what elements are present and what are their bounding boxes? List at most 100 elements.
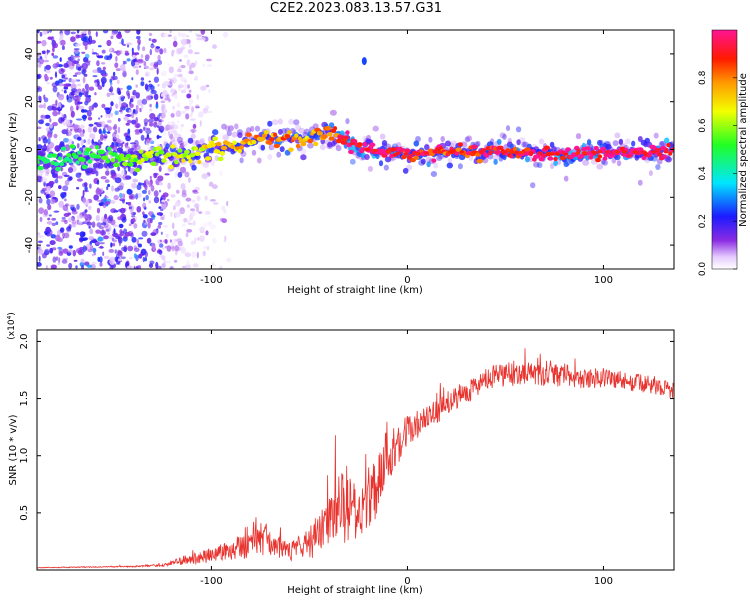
noise-speckle <box>76 105 79 111</box>
noise-speckle <box>83 73 88 77</box>
noise-speckle <box>180 33 187 38</box>
noise-speckle <box>170 129 176 135</box>
ridge-cell <box>99 149 106 155</box>
noise-speckle <box>37 30 40 34</box>
noise-speckle <box>150 89 157 95</box>
noise-speckle <box>199 138 205 145</box>
noise-speckle <box>37 126 42 130</box>
ridge-cell <box>263 130 269 135</box>
noise-speckle <box>86 60 91 63</box>
noise-speckle <box>127 245 134 252</box>
noise-speckle <box>209 199 216 202</box>
ridge-cell <box>492 154 499 161</box>
ridge-cell <box>595 157 601 163</box>
ridge-cell <box>662 154 668 159</box>
noise-speckle <box>63 232 70 239</box>
noise-speckle <box>95 241 100 245</box>
noise-speckle <box>88 105 95 111</box>
ridge-cell <box>295 124 302 131</box>
ridge-cell <box>271 119 279 126</box>
noise-speckle <box>98 128 102 135</box>
ridge-cell <box>176 136 183 143</box>
noise-speckle <box>134 139 139 147</box>
ridge-cell <box>160 150 165 155</box>
noise-speckle <box>84 83 89 91</box>
noise-speckle <box>135 92 140 99</box>
ridge-cell <box>553 156 558 162</box>
ridge-cell <box>584 146 591 151</box>
noise-speckle <box>173 36 177 41</box>
ridge-cell <box>257 157 262 164</box>
noise-speckle <box>199 120 202 127</box>
noise-speckle <box>159 48 164 55</box>
ridge-cell <box>294 133 299 138</box>
noise-speckle <box>70 83 77 90</box>
ridge-cell <box>600 146 606 151</box>
ridge-cell <box>121 169 126 176</box>
ridge-cell <box>286 130 292 135</box>
noise-speckle <box>88 225 91 229</box>
ridge-cell <box>94 145 100 150</box>
noise-speckle <box>127 44 129 48</box>
noise-speckle <box>111 30 118 35</box>
noise-speckle <box>126 142 129 146</box>
noise-speckle <box>96 222 102 228</box>
colorbar-tick-label: 0.8 <box>698 70 708 85</box>
noise-speckle <box>126 119 132 124</box>
noise-speckle <box>121 216 127 223</box>
noise-speckle <box>126 90 130 96</box>
ridge-cell <box>664 137 670 144</box>
noise-speckle <box>223 31 229 38</box>
ridge-cell <box>475 140 481 147</box>
colorbar-tick-label: 0.2 <box>698 214 708 228</box>
ridge-cell <box>81 164 88 170</box>
ridge-peak <box>575 151 581 155</box>
noise-speckle <box>177 240 183 247</box>
noise-speckle <box>148 200 151 204</box>
noise-speckle <box>106 186 109 190</box>
noise-speckle <box>133 253 137 259</box>
ridge-cell <box>631 140 636 147</box>
noise-speckle <box>86 243 92 250</box>
noise-speckle <box>103 235 109 240</box>
noise-speckle <box>52 110 58 117</box>
ridge-cell <box>197 159 202 165</box>
colorbar <box>711 29 738 270</box>
noise-speckle <box>127 128 131 135</box>
noise-speckle <box>81 264 84 269</box>
noise-speckle <box>99 242 105 245</box>
ridge-cell <box>284 133 291 139</box>
ridge-cell <box>605 143 612 150</box>
ridge-cell <box>129 167 136 174</box>
noise-speckle <box>102 127 106 134</box>
noise-speckle <box>100 176 107 180</box>
noise-speckle <box>161 108 168 114</box>
noise-speckle <box>68 217 74 223</box>
noise-speckle <box>212 262 214 267</box>
ridge-cell <box>268 144 275 151</box>
noise-speckle <box>148 189 151 196</box>
ridge-cell <box>543 145 551 150</box>
noise-speckle <box>81 62 88 70</box>
ridge-cell <box>364 154 370 160</box>
noise-speckle <box>47 217 51 221</box>
noise-speckle <box>66 119 71 126</box>
noise-speckle <box>68 262 73 269</box>
noise-speckle <box>126 189 133 195</box>
noise-speckle <box>82 114 87 122</box>
ridge-cell <box>96 154 101 159</box>
noise-speckle <box>58 78 64 84</box>
ridge-cell <box>188 159 193 164</box>
noise-speckle <box>138 128 143 134</box>
noise-speckle <box>129 98 134 103</box>
y-tick-label: 40 <box>24 48 35 61</box>
noise-speckle <box>160 208 164 212</box>
noise-speckle <box>49 198 56 205</box>
noise-speckle <box>188 89 192 93</box>
ridge-cell <box>155 146 162 151</box>
ridge-cell <box>345 130 350 135</box>
ridge-cell <box>335 145 342 152</box>
ridge-cell <box>300 141 307 147</box>
ridge-cell <box>579 153 585 159</box>
ridge-cell <box>231 131 238 138</box>
